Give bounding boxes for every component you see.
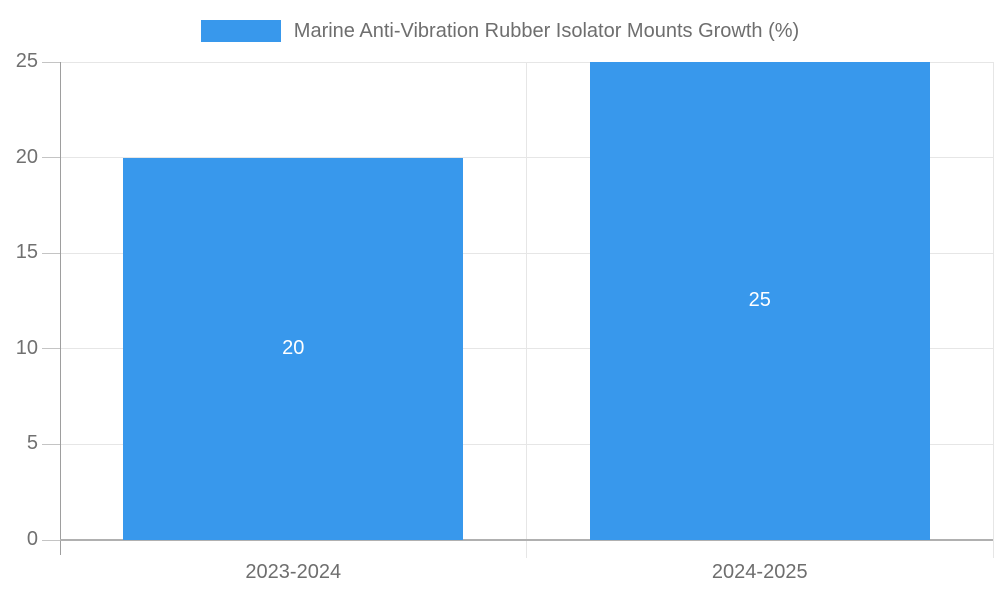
x-axis-line (60, 539, 993, 541)
y-axis-tick (42, 61, 60, 63)
legend-label: Marine Anti-Vibration Rubber Isolator Mo… (293, 19, 800, 42)
y-axis-tick (42, 157, 60, 159)
y-axis-label: 5 (26, 432, 38, 455)
gridline-vertical (992, 62, 994, 558)
y-axis-tick (42, 348, 60, 350)
x-axis-label: 2023-2024 (245, 561, 342, 583)
y-axis-tick (42, 443, 60, 445)
legend-swatch (200, 20, 281, 42)
y-axis-label: 15 (15, 241, 38, 264)
y-axis-label: 10 (15, 336, 38, 359)
y-axis-label: 20 (15, 145, 38, 168)
y-axis-tick (42, 252, 60, 254)
gridline-vertical (526, 62, 527, 558)
bar (123, 157, 464, 540)
y-axis-label: 25 (15, 50, 38, 72)
x-axis-label: 2024-2025 (711, 561, 808, 583)
legend: Marine Anti-Vibration Rubber Isolator Mo… (0, 18, 1000, 44)
bar-value-label: 20 (282, 336, 305, 359)
bar-value-label: 25 (748, 289, 771, 311)
y-axis-tick (42, 539, 60, 541)
y-axis-line (59, 62, 61, 555)
bar (589, 62, 930, 540)
y-axis-label: 0 (26, 528, 38, 550)
